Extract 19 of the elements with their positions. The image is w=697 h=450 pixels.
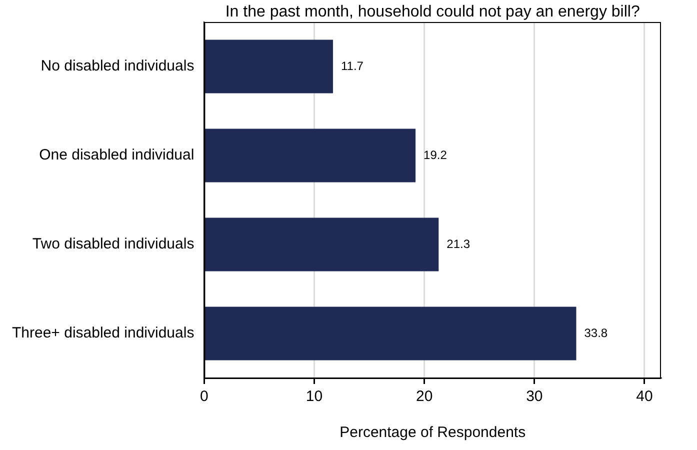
y-tick-label: Two disabled individuals [32, 236, 194, 253]
data-label: 11.7 [340, 58, 364, 73]
bar [204, 306, 576, 360]
data-label: 33.8 [584, 326, 608, 340]
bar [204, 128, 416, 182]
bar [204, 218, 439, 272]
bar [204, 40, 333, 94]
x-axis-title: Percentage of Respondents [340, 424, 526, 442]
data-label: 19.2 [424, 148, 448, 162]
y-tick-label: No disabled individuals [40, 58, 194, 75]
x-tick-label: 40 [636, 388, 653, 406]
x-tick-label: 10 [306, 388, 323, 406]
y-tick-label: Three+ disabled individuals [12, 324, 194, 342]
x-tick-label: 0 [200, 388, 208, 406]
data-label: 21.3 [446, 236, 470, 251]
x-tick-label: 20 [416, 388, 433, 406]
x-tick-label: 30 [526, 388, 543, 406]
y-tick-label: One disabled individual [39, 146, 194, 164]
chart-title: In the past month, household could not pay an energy bill? [225, 3, 640, 20]
